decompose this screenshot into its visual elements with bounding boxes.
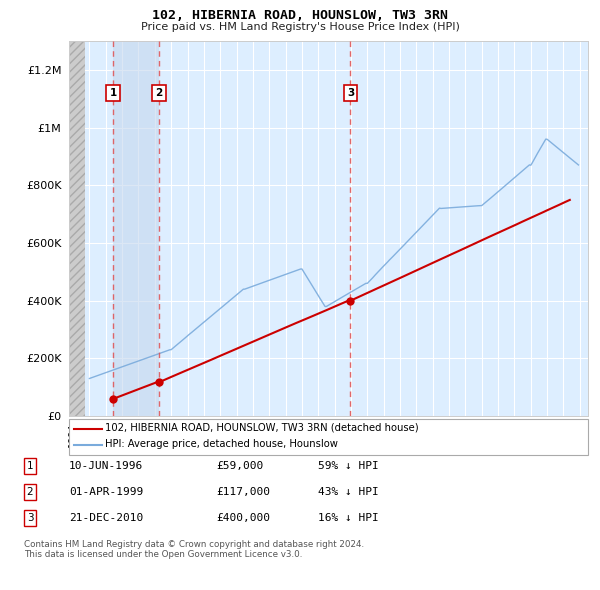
Text: Contains HM Land Registry data © Crown copyright and database right 2024.
This d: Contains HM Land Registry data © Crown c… bbox=[24, 540, 364, 559]
Text: £400,000: £400,000 bbox=[216, 513, 270, 523]
Text: 10-JUN-1996: 10-JUN-1996 bbox=[69, 461, 143, 471]
Text: HPI: Average price, detached house, Hounslow: HPI: Average price, detached house, Houn… bbox=[105, 439, 338, 449]
Bar bbox=[69, 41, 85, 416]
Text: 3: 3 bbox=[26, 513, 34, 523]
Text: £117,000: £117,000 bbox=[216, 487, 270, 497]
Text: Price paid vs. HM Land Registry's House Price Index (HPI): Price paid vs. HM Land Registry's House … bbox=[140, 22, 460, 32]
Text: 1: 1 bbox=[109, 88, 116, 98]
Text: 59% ↓ HPI: 59% ↓ HPI bbox=[318, 461, 379, 471]
Text: 01-APR-1999: 01-APR-1999 bbox=[69, 487, 143, 497]
Bar bbox=[113, 41, 159, 416]
Text: 2: 2 bbox=[155, 88, 163, 98]
Text: 21-DEC-2010: 21-DEC-2010 bbox=[69, 513, 143, 523]
Text: 16% ↓ HPI: 16% ↓ HPI bbox=[318, 513, 379, 523]
Text: £59,000: £59,000 bbox=[216, 461, 263, 471]
Text: 102, HIBERNIA ROAD, HOUNSLOW, TW3 3RN (detached house): 102, HIBERNIA ROAD, HOUNSLOW, TW3 3RN (d… bbox=[105, 423, 419, 433]
Text: 2: 2 bbox=[26, 487, 34, 497]
Text: 3: 3 bbox=[347, 88, 354, 98]
Text: 1: 1 bbox=[26, 461, 34, 471]
Text: 43% ↓ HPI: 43% ↓ HPI bbox=[318, 487, 379, 497]
Text: 102, HIBERNIA ROAD, HOUNSLOW, TW3 3RN: 102, HIBERNIA ROAD, HOUNSLOW, TW3 3RN bbox=[152, 9, 448, 22]
